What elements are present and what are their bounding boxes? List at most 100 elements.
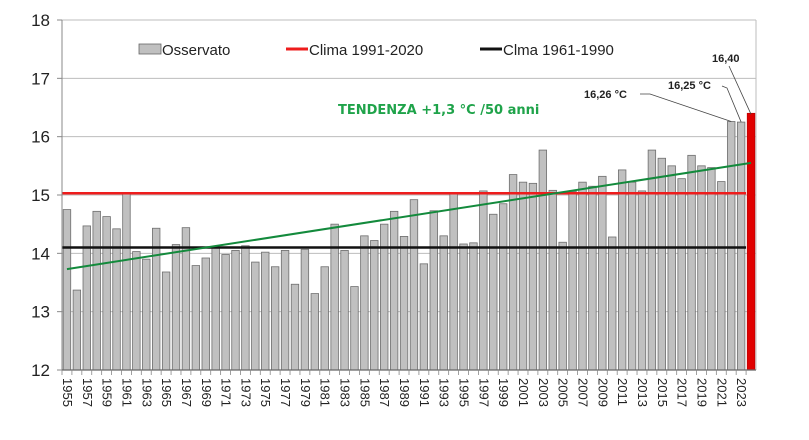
callout-2022-leader [640, 93, 732, 122]
x-tick-label: 2003 [536, 378, 551, 407]
bar-1990 [409, 199, 419, 371]
legend-swatch-osservato [138, 43, 162, 55]
x-tick-label: 2019 [694, 378, 709, 407]
bar-1966 [171, 244, 181, 371]
x-tick-label: 2009 [595, 378, 610, 407]
bar-1975 [261, 251, 270, 371]
reference-lines [62, 161, 752, 271]
legend: Osservato Clima 1991-2020 Clma 1961-1990 [138, 42, 614, 59]
x-tick-label: 2007 [576, 378, 591, 407]
bar-1961 [122, 193, 131, 371]
bar-1972 [231, 250, 240, 371]
bar-2013 [637, 190, 647, 371]
callout-2023-label: 16,25 °C [668, 80, 711, 92]
bar-2018 [687, 154, 696, 371]
bar-1995 [459, 243, 468, 371]
y-tick-label: 17 [31, 69, 50, 88]
bar-1999 [499, 203, 508, 371]
bar-1965 [161, 271, 171, 371]
bar-1985 [360, 235, 369, 371]
x-tick-label: 2015 [655, 378, 670, 407]
bar-2016 [667, 165, 676, 371]
trend-label: TENDENZA +1,3 °C /50 anni [338, 103, 539, 118]
bar-1958 [92, 210, 101, 371]
x-tick-label: 1981 [318, 378, 333, 407]
y-tick-label: 13 [31, 303, 50, 322]
y-tick-label: 14 [31, 244, 50, 263]
x-tick-label: 2013 [635, 378, 650, 407]
x-tick-label: 1975 [258, 378, 273, 407]
bar-1963 [142, 258, 151, 371]
x-tick-label: 1969 [199, 378, 214, 407]
bar-1998 [489, 213, 498, 371]
x-tick-label: 1973 [238, 378, 253, 407]
bar-2023 [736, 121, 746, 371]
x-tick-label: 1997 [476, 378, 491, 407]
bar-2010 [608, 236, 617, 371]
bar-1984 [350, 286, 359, 371]
x-tick-label: 1961 [119, 378, 134, 407]
bar-2012 [627, 181, 637, 371]
bar-1974 [251, 261, 260, 371]
y-tick-label: 12 [31, 361, 50, 380]
bar-2006 [568, 191, 577, 371]
bar-1994 [449, 193, 458, 371]
bar-1991 [419, 263, 429, 371]
bar-2008 [588, 185, 597, 371]
x-tick-label: 1955 [60, 378, 75, 407]
x-tick-label: 1985 [357, 378, 372, 407]
bar-2019 [697, 165, 706, 371]
x-axis-ticks: 1955 1957 1959 1961 1963 1965 1967 1969 1971 1973… [60, 370, 749, 407]
bar-2005 [558, 241, 567, 371]
bar-1976 [270, 266, 280, 371]
annotations: TENDENZA +1,3 °C /50 anni 16,26 °C 16,25 °… [338, 53, 752, 123]
bar-1968 [191, 265, 201, 371]
bar-1982 [330, 223, 339, 371]
callout-2023-leader [721, 85, 742, 123]
bar-2007 [578, 181, 587, 371]
legend-label: Clma 1961-1990 [503, 42, 614, 59]
x-tick-label: 1959 [100, 378, 115, 407]
bar-1983 [340, 250, 349, 371]
trend-line [66, 161, 752, 271]
bar-2020 [707, 167, 716, 371]
callout-2022-label: 16,26 °C [584, 89, 627, 101]
x-tick-label: 1999 [496, 378, 511, 407]
x-tick-label: 1963 [139, 378, 154, 407]
bar-2024 [746, 112, 756, 371]
bar-1992 [429, 210, 438, 371]
x-tick-label: 1995 [457, 378, 472, 407]
bar-2009 [598, 175, 607, 371]
x-tick-label: 2011 [615, 378, 630, 406]
y-tick-label: 18 [31, 11, 50, 30]
bar-1979 [300, 248, 310, 371]
bar-1986 [370, 240, 379, 371]
y-tick-label: 15 [31, 186, 50, 205]
bar-2017 [677, 178, 686, 371]
bar-1981 [320, 266, 329, 371]
bar-2021 [717, 181, 726, 371]
x-tick-label: 2017 [675, 378, 690, 407]
bar-1988 [389, 210, 399, 371]
x-tick-label: 1965 [159, 378, 174, 407]
bar-1971 [221, 254, 230, 371]
bar-2015 [657, 157, 666, 371]
x-tick-label: 1987 [377, 378, 392, 407]
bar-1977 [280, 250, 290, 371]
x-tick-label: 1979 [298, 378, 313, 407]
bar-1996 [469, 242, 478, 371]
bars [62, 112, 756, 371]
y-tick-label: 16 [31, 128, 50, 147]
x-tick-label: 1993 [437, 378, 452, 407]
bar-1962 [132, 251, 141, 371]
bar-1997 [479, 190, 488, 371]
bar-1973 [241, 245, 250, 371]
bar-1980 [310, 293, 319, 371]
bar-2014 [647, 149, 657, 371]
x-tick-label: 1991 [417, 378, 432, 407]
bar-1960 [112, 228, 121, 371]
x-tick-label: 2005 [556, 378, 571, 407]
bar-2011 [617, 169, 627, 371]
x-tick-label: 1967 [179, 378, 194, 407]
